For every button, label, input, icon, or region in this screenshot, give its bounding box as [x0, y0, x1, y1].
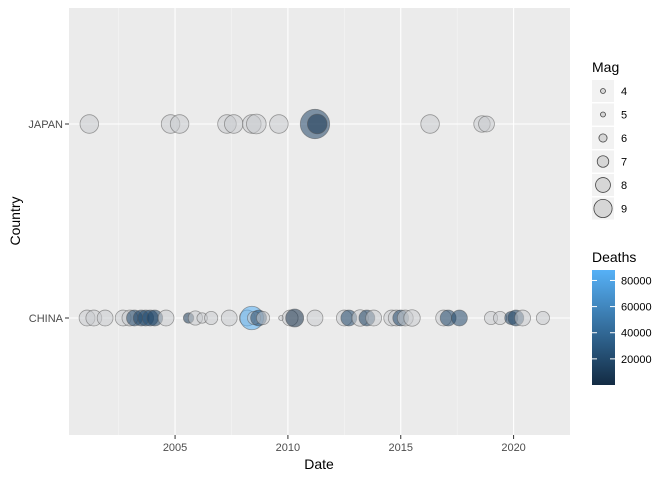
data-point — [97, 310, 113, 326]
size-legend-symbol — [597, 156, 609, 168]
data-point — [170, 115, 189, 134]
size-legend-symbol — [601, 112, 606, 117]
x-tick-label: 2005 — [163, 442, 187, 454]
data-point — [307, 310, 323, 326]
data-point — [404, 310, 420, 326]
data-point — [256, 311, 269, 324]
data-point — [479, 116, 495, 132]
data-point — [158, 310, 174, 326]
data-point — [80, 115, 99, 134]
size-legend-label: 8 — [621, 180, 627, 192]
color-legend: Deaths 80000 60000 40000 20000 — [592, 249, 652, 385]
color-legend-title: Deaths — [592, 249, 636, 265]
data-point — [536, 311, 549, 324]
size-legend-symbol — [599, 134, 607, 142]
colorbar-label: 80000 — [621, 275, 652, 287]
data-point — [224, 115, 243, 134]
colorbar-label: 40000 — [621, 328, 652, 340]
size-legend-title: Mag — [592, 59, 619, 75]
size-legend-label: 5 — [621, 110, 627, 122]
size-legend-symbol — [594, 199, 612, 217]
data-point — [421, 115, 440, 134]
size-legend-symbol — [601, 89, 606, 94]
colorbar-label: 60000 — [621, 302, 652, 314]
data-point — [307, 114, 327, 134]
y-axis-title: Country — [7, 196, 23, 245]
data-point — [270, 115, 289, 134]
x-tick-label: 2020 — [501, 442, 525, 454]
x-tick-label: 2010 — [276, 442, 300, 454]
x-axis-title: Date — [304, 456, 334, 472]
data-point — [515, 310, 531, 326]
size-legend-label: 6 — [621, 133, 627, 145]
data-point — [286, 309, 304, 327]
colorbar-label: 20000 — [621, 354, 652, 366]
size-legend-label: 7 — [621, 157, 627, 169]
size-legend-label: 9 — [621, 204, 627, 216]
data-point — [366, 310, 382, 326]
y-axis-ticks: CHINA JAPAN — [28, 119, 69, 325]
size-legend: Mag 4 5 6 7 8 9 — [592, 59, 627, 220]
size-legend-label: 4 — [621, 86, 627, 98]
data-point — [205, 311, 218, 324]
x-axis-ticks: 2005 2010 2015 2020 — [163, 435, 526, 454]
data-point — [246, 114, 266, 134]
data-point — [451, 310, 467, 326]
plot-panel — [69, 8, 570, 435]
x-tick-label: 2015 — [389, 442, 413, 454]
data-point — [221, 310, 237, 326]
y-tick-label: JAPAN — [28, 119, 63, 131]
deaths-colorbar — [592, 270, 615, 385]
size-legend-symbol — [596, 178, 611, 193]
y-tick-label: CHINA — [29, 313, 64, 325]
